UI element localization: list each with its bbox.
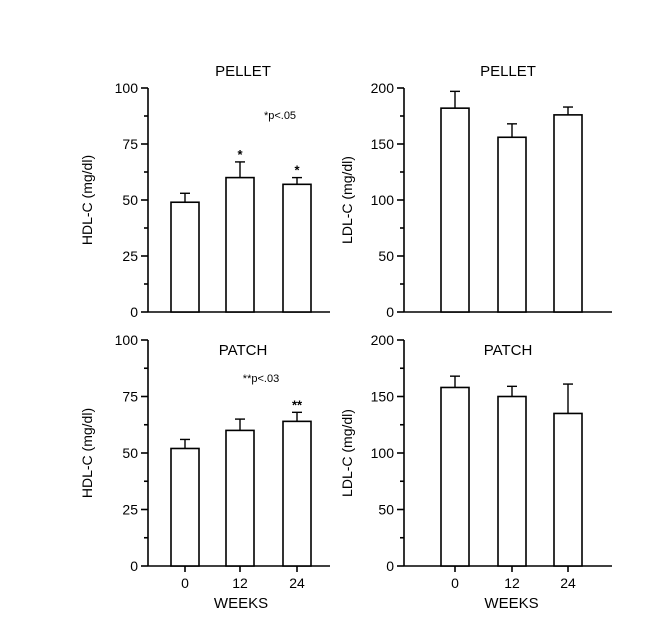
x-tick-label: 24 (560, 575, 576, 591)
y-tick-label: 50 (122, 445, 138, 461)
chart-panel-4: 0 50 100 150 200 LDL-C (mg/dl) PATCH 0 12 24 WEEKS (339, 332, 612, 612)
significance-note: **p<.03 (243, 373, 279, 385)
x-tick-label: 0 (451, 575, 459, 591)
bar-12 (225, 429, 255, 567)
bar-12 (225, 176, 255, 313)
bar-24 (282, 420, 312, 567)
significance-marker: * (294, 163, 300, 178)
chart-title: PATCH (219, 342, 268, 359)
y-tick-label: 0 (130, 304, 138, 320)
bar-0 (170, 447, 200, 567)
y-axis-label: LDL-C (mg/dl) (339, 409, 355, 497)
y-tick-label: 50 (122, 192, 138, 208)
y-tick-label: 75 (122, 389, 138, 405)
bar-24 (553, 412, 583, 567)
bar-24 (282, 183, 312, 313)
y-axis-label: LDL-C (mg/dl) (339, 156, 355, 244)
x-tick-label: 24 (289, 575, 305, 591)
bar-12 (497, 136, 527, 313)
y-tick-label: 100 (371, 445, 395, 461)
y-tick-label: 200 (371, 332, 395, 348)
chart-panel-3: 0 25 50 75 100 HDL-C (mg/dl) PATCH 0 12 ** 24 **p<.… (79, 332, 330, 612)
chart-title: PELLET (215, 63, 271, 80)
y-axis-label: HDL-C (mg/dl) (79, 155, 95, 245)
significance-marker: ** (292, 397, 303, 412)
y-tick-label: 25 (122, 248, 138, 264)
x-tick-label: 12 (504, 575, 520, 591)
bar-12 (497, 395, 527, 567)
x-tick-label: 12 (232, 575, 248, 591)
x-axis-label: WEEKS (214, 595, 268, 612)
y-tick-label: 50 (378, 502, 394, 518)
x-tick-label: 0 (181, 575, 189, 591)
y-axis-label: HDL-C (mg/dl) (79, 408, 95, 498)
y-tick-label: 25 (122, 502, 138, 518)
y-tick-label: 150 (371, 389, 395, 405)
significance-marker: * (237, 147, 243, 162)
x-axis-label: WEEKS (484, 595, 538, 612)
bar-24 (553, 114, 583, 313)
chart-title: PELLET (480, 63, 536, 80)
y-tick-label: 50 (378, 248, 394, 264)
bar-0 (440, 107, 470, 313)
y-tick-label: 0 (386, 304, 394, 320)
significance-note: *p<.05 (264, 110, 296, 122)
bar-0 (170, 201, 200, 313)
y-tick-label: 100 (115, 332, 139, 348)
chart-title: PATCH (484, 342, 533, 359)
bar-0 (440, 386, 470, 567)
y-tick-label: 0 (130, 558, 138, 574)
y-tick-label: 200 (371, 80, 395, 96)
chart-panel-1: 0 25 50 75 100 HDL-C (mg/dl) PELLET * * *p<.05 (79, 63, 330, 320)
y-tick-label: 75 (122, 136, 138, 152)
y-tick-label: 150 (371, 136, 395, 152)
y-tick-label: 100 (115, 80, 139, 96)
y-tick-label: 0 (386, 558, 394, 574)
y-tick-label: 100 (371, 192, 395, 208)
chart-panel-2: 0 50 100 150 200 LDL-C (mg/dl) PELLET (339, 63, 612, 320)
